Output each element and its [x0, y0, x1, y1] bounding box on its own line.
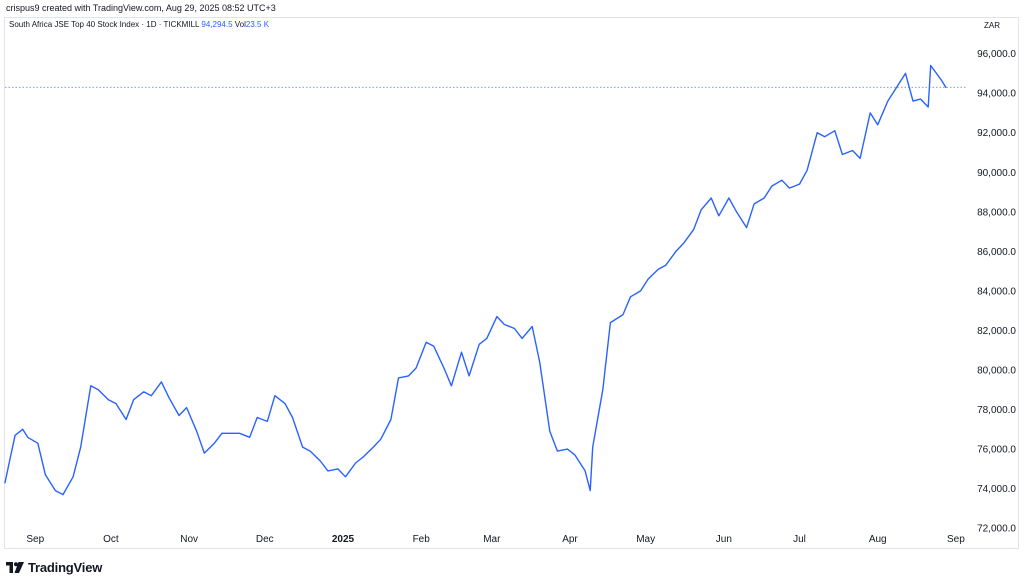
- price-tick-label: 96,000.0: [977, 49, 1016, 60]
- time-tick-label: May: [636, 534, 655, 545]
- time-tick-label: Jun: [716, 534, 732, 545]
- price-axis[interactable]: 72,000.0 74,000.0 76,000.0 78,000.0 80,000.0…: [977, 49, 1016, 535]
- symbol-legend[interactable]: South Africa JSE Top 40 Stock Index · 1D…: [9, 20, 269, 29]
- volume-value: 23.5 K: [245, 20, 270, 29]
- volume-label: Vol: [234, 20, 246, 29]
- time-tick-label: Mar: [483, 534, 501, 545]
- time-tick-label: Sep: [947, 534, 965, 545]
- time-tick-label: Aug: [869, 534, 887, 545]
- time-tick-label: Feb: [413, 534, 431, 545]
- last-price-value: 94,294.5: [201, 20, 233, 29]
- price-tick-label: 78,000.0: [977, 405, 1016, 416]
- tradingview-logo: TradingView: [6, 559, 102, 575]
- time-axis[interactable]: Sep Oct Nov Dec 2025 Feb Mar Apr May Jun Jul Aug Sep: [26, 534, 965, 545]
- time-tick-label: Nov: [180, 534, 198, 545]
- symbol-name: South Africa JSE Top 40 Stock Index · 1D…: [9, 20, 200, 29]
- time-tick-label: Oct: [103, 534, 119, 545]
- series-layer: [4, 64, 947, 496]
- price-tick-label: 76,000.0: [977, 445, 1016, 456]
- time-tick-label: Dec: [256, 534, 274, 545]
- time-tick-label: Jul: [793, 534, 806, 545]
- time-tick-label: 2025: [332, 534, 355, 545]
- time-tick-label: Apr: [562, 534, 578, 545]
- price-series-line: [4, 64, 947, 496]
- price-tick-label: 72,000.0: [977, 524, 1016, 535]
- chart-pane[interactable]: [4, 17, 1019, 549]
- chart-attribution: crispus9 created with TradingView.com, A…: [6, 3, 276, 13]
- price-tick-label: 92,000.0: [977, 128, 1016, 139]
- price-tick-label: 90,000.0: [977, 168, 1016, 179]
- time-tick-label: Sep: [26, 534, 44, 545]
- price-tick-label: 94,000.0: [977, 89, 1016, 100]
- currency-label: ZAR: [984, 21, 1000, 30]
- price-tick-label: 88,000.0: [977, 207, 1016, 218]
- price-tick-label: 84,000.0: [977, 286, 1016, 297]
- price-tick-label: 82,000.0: [977, 326, 1016, 337]
- price-tick-label: 80,000.0: [977, 366, 1016, 377]
- brand-name: TradingView: [28, 559, 103, 575]
- price-tick-label: 86,000.0: [977, 247, 1016, 258]
- price-tick-label: 74,000.0: [977, 484, 1016, 495]
- tradingview-logo-icon: [6, 561, 24, 573]
